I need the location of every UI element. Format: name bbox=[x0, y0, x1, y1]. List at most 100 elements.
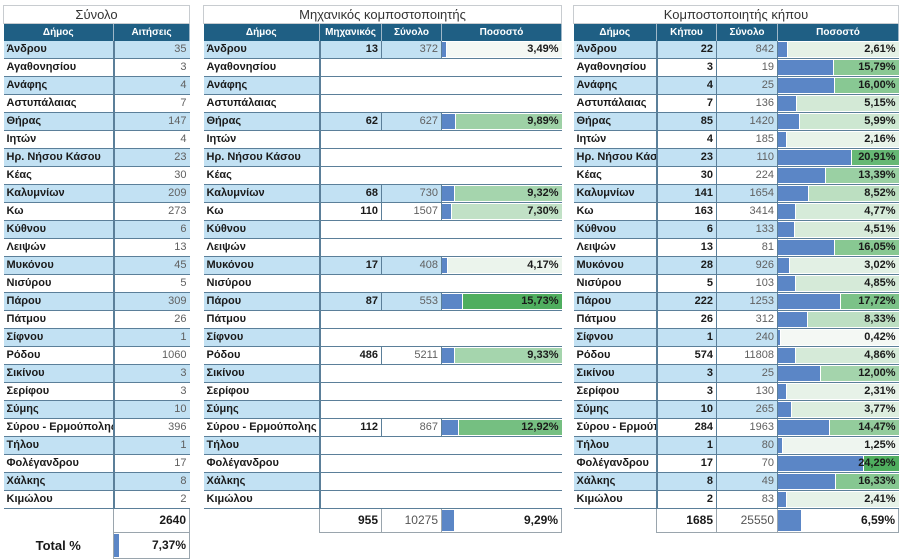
mechanical-total-count[interactable]: 955 bbox=[319, 508, 382, 533]
header-total[interactable]: Σύνολο bbox=[381, 23, 442, 41]
municipality-cell[interactable]: Κω bbox=[3, 202, 115, 221]
total-cell[interactable]: 25 bbox=[716, 76, 778, 95]
municipality-cell[interactable]: Σικίνου bbox=[3, 364, 115, 383]
header-municipality[interactable]: Δήμος bbox=[203, 23, 320, 41]
municipality-cell[interactable]: Φολέγανδρου bbox=[573, 454, 658, 473]
empty-data-cell[interactable] bbox=[319, 436, 562, 455]
count-cell[interactable]: 7 bbox=[656, 94, 717, 113]
municipality-cell[interactable]: Ιητών bbox=[3, 130, 115, 149]
municipality-cell[interactable]: Σύρου - Ερμούπολης bbox=[203, 418, 321, 437]
municipality-cell[interactable]: Σύμης bbox=[3, 400, 115, 419]
municipality-cell[interactable]: Μυκόνου bbox=[573, 256, 658, 275]
total-pct-cell[interactable]: 7,37% bbox=[112, 532, 191, 559]
municipality-cell[interactable]: Κύθνου bbox=[203, 220, 321, 239]
municipality-cell[interactable]: Ηρ. Νήσου Κάσου bbox=[3, 148, 115, 167]
header-percentage[interactable]: Ποσοστό bbox=[441, 23, 562, 41]
total-cell[interactable]: 627 bbox=[381, 112, 442, 131]
percentage-cell[interactable]: 16,33% bbox=[777, 472, 899, 491]
garden-total-sum[interactable]: 25550 bbox=[716, 508, 778, 533]
count-cell[interactable]: 85 bbox=[656, 112, 717, 131]
count-cell[interactable]: 486 bbox=[319, 346, 382, 365]
total-cell[interactable]: 240 bbox=[716, 328, 778, 347]
applications-cell[interactable]: 6 bbox=[113, 220, 190, 239]
municipality-cell[interactable]: Αστυπάλαιας bbox=[203, 94, 321, 113]
percentage-cell[interactable]: 7,30% bbox=[441, 202, 562, 221]
percentage-cell[interactable]: 3,02% bbox=[777, 256, 899, 275]
empty-data-cell[interactable] bbox=[319, 454, 562, 473]
total-cell[interactable]: 224 bbox=[716, 166, 778, 185]
municipality-cell[interactable]: Κω bbox=[203, 202, 321, 221]
percentage-cell[interactable]: 12,92% bbox=[441, 418, 562, 437]
header-applications[interactable]: Αιτήσεις bbox=[113, 23, 191, 41]
municipality-cell[interactable]: Σερίφου bbox=[573, 382, 658, 401]
municipality-cell[interactable]: Ανάφης bbox=[203, 76, 321, 95]
empty-data-cell[interactable] bbox=[319, 94, 562, 113]
header-total[interactable]: Σύνολο bbox=[716, 23, 778, 41]
count-cell[interactable]: 68 bbox=[319, 184, 382, 203]
applications-cell[interactable]: 8 bbox=[113, 472, 190, 491]
total-cell[interactable]: 133 bbox=[716, 220, 778, 239]
applications-cell[interactable]: 1060 bbox=[113, 346, 190, 365]
count-cell[interactable]: 4 bbox=[656, 76, 717, 95]
total-cell[interactable]: 19 bbox=[716, 58, 778, 77]
total-cell[interactable]: 867 bbox=[381, 418, 442, 437]
municipality-cell[interactable]: Ρόδου bbox=[203, 346, 321, 365]
applications-cell[interactable]: 13 bbox=[113, 238, 190, 257]
municipality-cell[interactable]: Λειψών bbox=[203, 238, 321, 257]
count-cell[interactable]: 30 bbox=[656, 166, 717, 185]
percentage-cell[interactable]: 9,32% bbox=[441, 184, 562, 203]
total-cell[interactable]: 312 bbox=[716, 310, 778, 329]
empty-data-cell[interactable] bbox=[319, 328, 562, 347]
municipality-cell[interactable]: Ηρ. Νήσου Κάσου bbox=[203, 148, 321, 167]
percentage-cell[interactable]: 4,51% bbox=[777, 220, 899, 239]
count-cell[interactable]: 112 bbox=[319, 418, 382, 437]
applications-cell[interactable]: 209 bbox=[113, 184, 190, 203]
count-cell[interactable]: 3 bbox=[656, 58, 717, 77]
empty-data-cell[interactable] bbox=[319, 76, 562, 95]
empty-data-cell[interactable] bbox=[319, 238, 562, 257]
percentage-cell[interactable]: 17,72% bbox=[777, 292, 899, 311]
garden-total-pct-cell[interactable]: 6,59% bbox=[777, 508, 899, 533]
total-cell[interactable]: 185 bbox=[716, 130, 778, 149]
municipality-cell[interactable]: Ρόδου bbox=[3, 346, 115, 365]
total-cell[interactable]: 372 bbox=[381, 41, 442, 59]
percentage-cell[interactable]: 4,86% bbox=[777, 346, 899, 365]
municipality-cell[interactable]: Θήρας bbox=[3, 112, 115, 131]
percentage-cell[interactable]: 20,91% bbox=[777, 148, 899, 167]
municipality-cell[interactable]: Αγαθονησίου bbox=[573, 58, 658, 77]
count-cell[interactable]: 5 bbox=[656, 274, 717, 293]
municipality-cell[interactable]: Άνδρου bbox=[203, 41, 321, 59]
municipality-cell[interactable]: Πάτμου bbox=[203, 310, 321, 329]
municipality-cell[interactable]: Φολέγανδρου bbox=[203, 454, 321, 473]
count-cell[interactable]: 28 bbox=[656, 256, 717, 275]
percentage-cell[interactable]: 8,52% bbox=[777, 184, 899, 203]
total-cell[interactable]: 136 bbox=[716, 94, 778, 113]
count-cell[interactable]: 284 bbox=[656, 418, 717, 437]
municipality-cell[interactable]: Σύμης bbox=[203, 400, 321, 419]
count-cell[interactable]: 574 bbox=[656, 346, 717, 365]
count-cell[interactable]: 13 bbox=[656, 238, 717, 257]
percentage-cell[interactable]: 0,42% bbox=[777, 328, 899, 347]
mechanical-total-sum[interactable]: 10275 bbox=[381, 508, 442, 533]
applications-cell[interactable]: 17 bbox=[113, 454, 190, 473]
empty-data-cell[interactable] bbox=[319, 166, 562, 185]
total-cell[interactable]: 3414 bbox=[716, 202, 778, 221]
percentage-cell[interactable]: 13,39% bbox=[777, 166, 899, 185]
municipality-cell[interactable]: Σικίνου bbox=[203, 364, 321, 383]
count-cell[interactable]: 17 bbox=[319, 256, 382, 275]
total-cell[interactable]: 130 bbox=[716, 382, 778, 401]
municipality-cell[interactable]: Λειψών bbox=[573, 238, 658, 257]
applications-cell[interactable]: 3 bbox=[113, 382, 190, 401]
municipality-cell[interactable]: Κιμώλου bbox=[3, 490, 115, 509]
municipality-cell[interactable]: Αστυπάλαιας bbox=[3, 94, 115, 113]
municipality-cell[interactable]: Σερίφου bbox=[203, 382, 321, 401]
municipality-cell[interactable]: Σίφνου bbox=[203, 328, 321, 347]
count-cell[interactable]: 110 bbox=[319, 202, 382, 221]
applications-cell[interactable]: 1 bbox=[113, 328, 190, 347]
count-cell[interactable]: 3 bbox=[656, 364, 717, 383]
municipality-cell[interactable]: Νισύρου bbox=[573, 274, 658, 293]
municipality-cell[interactable]: Σερίφου bbox=[3, 382, 115, 401]
municipality-cell[interactable]: Ανάφης bbox=[573, 76, 658, 95]
total-cell[interactable]: 80 bbox=[716, 436, 778, 455]
total-cell[interactable]: 553 bbox=[381, 292, 442, 311]
